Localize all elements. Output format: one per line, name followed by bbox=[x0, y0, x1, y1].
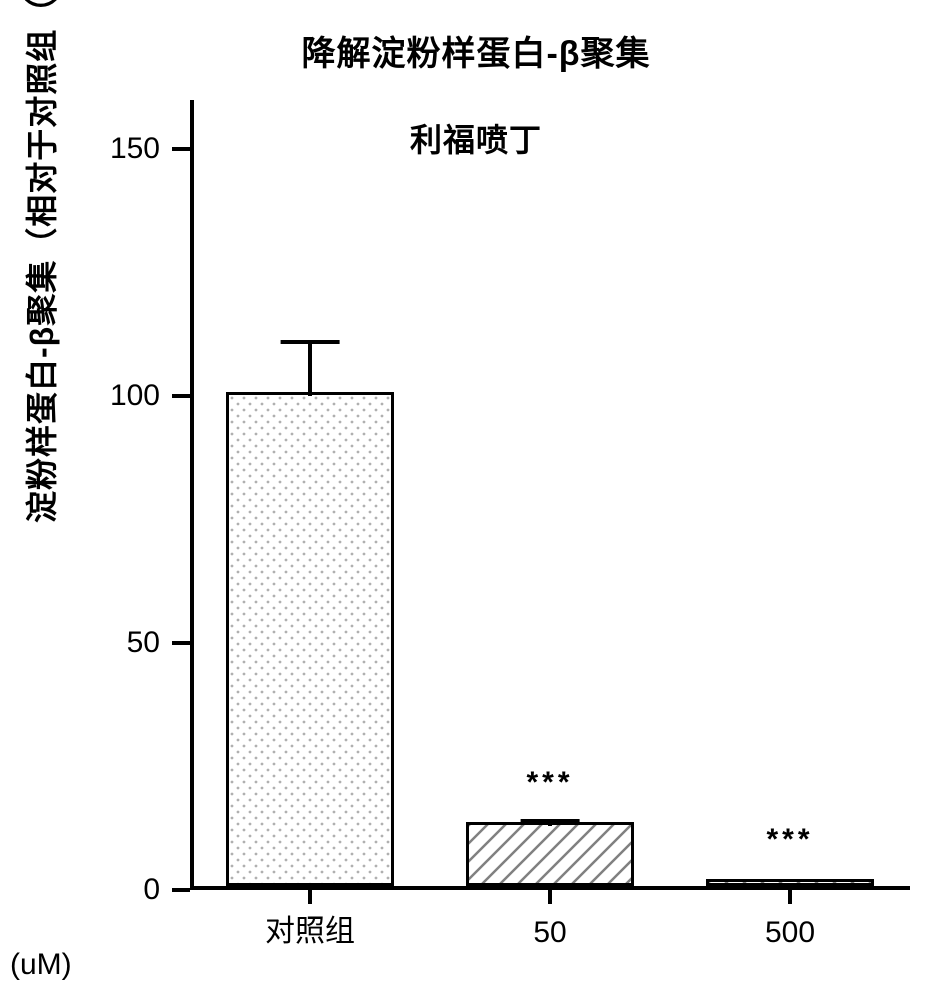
significance-marker: *** bbox=[766, 823, 813, 857]
y-axis-line bbox=[190, 100, 194, 890]
x-axis-unit-label: (uM) bbox=[10, 948, 72, 982]
y-tick-label: 150 bbox=[100, 132, 160, 166]
x-tick-label: 50 bbox=[533, 916, 566, 950]
y-axis-title: 淀粉样蛋白-β聚集（相对于对照组（%）） bbox=[17, 0, 63, 523]
y-tick-label: 0 bbox=[100, 873, 160, 907]
y-tick bbox=[172, 147, 190, 151]
error-cap bbox=[281, 340, 340, 344]
y-tick bbox=[172, 641, 190, 645]
bar bbox=[466, 822, 634, 886]
error-bar bbox=[308, 342, 312, 396]
error-cap bbox=[521, 819, 580, 823]
y-tick bbox=[172, 888, 190, 892]
y-tick-label: 50 bbox=[100, 626, 160, 660]
y-tick bbox=[172, 394, 190, 398]
x-tick-label: 对照组 bbox=[265, 906, 355, 950]
significance-marker: *** bbox=[526, 766, 573, 800]
chart-main-title: 降解淀粉样蛋白-β聚集 bbox=[0, 26, 952, 75]
bar bbox=[706, 879, 874, 886]
x-tick bbox=[788, 890, 792, 904]
x-tick bbox=[308, 890, 312, 904]
plot-region: 050100150对照组50***500*** bbox=[190, 100, 910, 890]
x-tick-label: 500 bbox=[765, 916, 815, 950]
bar bbox=[226, 392, 394, 886]
y-tick-label: 100 bbox=[100, 379, 160, 413]
chart-area: 050100150对照组50***500*** (uM) bbox=[130, 100, 920, 920]
x-tick bbox=[548, 890, 552, 904]
